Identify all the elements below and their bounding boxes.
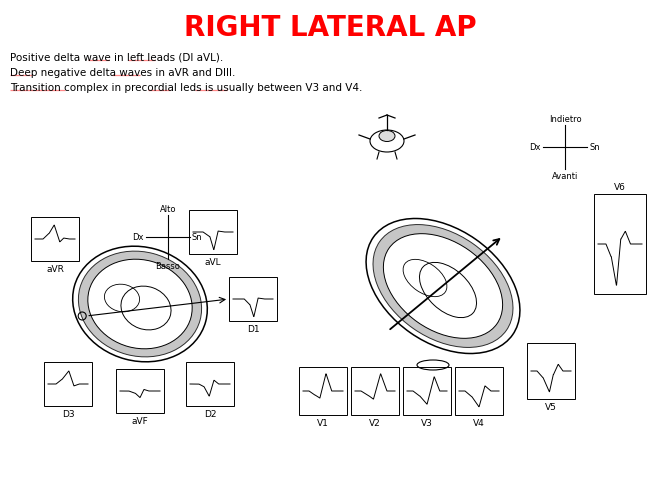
Text: Indietro: Indietro [549, 115, 581, 124]
Ellipse shape [370, 131, 404, 152]
Text: Positive delta wave in left leads (DI aVL).: Positive delta wave in left leads (DI aV… [10, 53, 223, 63]
Text: D3: D3 [61, 409, 74, 418]
Text: Sn: Sn [192, 233, 203, 242]
Ellipse shape [373, 225, 513, 348]
Text: D1: D1 [247, 324, 259, 333]
Text: Deep negative delta waves in aVR and DIII.: Deep negative delta waves in aVR and DII… [10, 68, 235, 78]
Ellipse shape [379, 131, 395, 142]
Text: V5: V5 [545, 402, 557, 411]
Bar [189, 211, 237, 255]
Text: V3: V3 [421, 418, 433, 427]
Text: aVL: aVL [205, 257, 221, 267]
Text: Sn: Sn [589, 143, 600, 152]
Text: V2: V2 [369, 418, 381, 427]
Text: RIGHT LATERAL AP: RIGHT LATERAL AP [184, 14, 477, 42]
Bar [229, 277, 277, 321]
Bar [351, 367, 399, 415]
Text: aVR: aVR [46, 264, 64, 273]
Bar [44, 362, 92, 406]
Text: Dx: Dx [529, 143, 541, 152]
Text: V4: V4 [473, 418, 485, 427]
Text: Basso: Basso [155, 261, 180, 271]
Text: Dx: Dx [132, 233, 144, 242]
Text: aVF: aVF [132, 416, 148, 425]
Bar [594, 195, 646, 294]
Text: Alto: Alto [160, 205, 176, 213]
Bar [455, 367, 503, 415]
Bar [116, 369, 164, 413]
Ellipse shape [79, 252, 202, 357]
Ellipse shape [383, 234, 502, 339]
Bar [403, 367, 451, 415]
Bar [31, 217, 79, 261]
Text: Avanti: Avanti [552, 172, 578, 181]
Bar [186, 362, 234, 406]
Text: V6: V6 [614, 182, 626, 192]
Text: Transition complex in precordial leds is usually between V3 and V4.: Transition complex in precordial leds is… [10, 83, 362, 93]
Bar [299, 367, 347, 415]
Text: D2: D2 [204, 409, 216, 418]
Bar [527, 343, 575, 399]
Text: V1: V1 [317, 418, 329, 427]
Ellipse shape [88, 260, 192, 349]
